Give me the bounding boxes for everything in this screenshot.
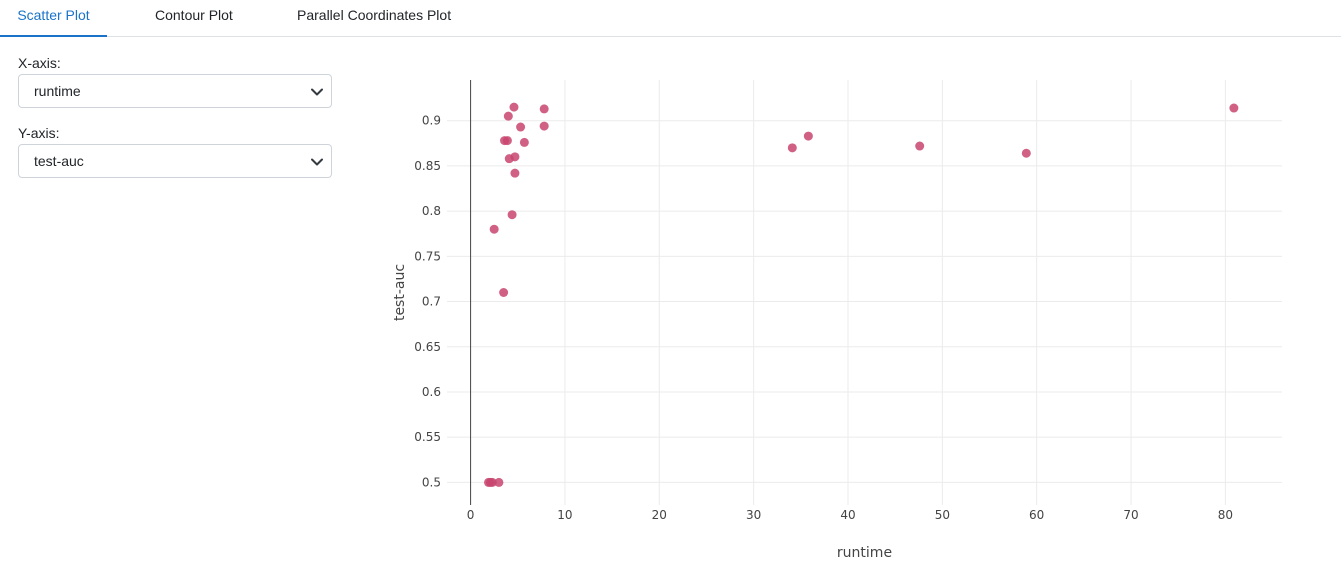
data-point	[510, 168, 520, 178]
data-point	[489, 224, 499, 234]
data-point	[507, 210, 517, 220]
grid-lines	[447, 80, 1282, 505]
x-axis-title: runtime	[837, 545, 892, 561]
data-point	[1021, 148, 1031, 158]
plot-type-tabs: Scatter Plot Contour Plot Parallel Coord…	[0, 0, 1341, 37]
data-point	[487, 477, 497, 487]
data-point	[504, 154, 514, 164]
data-point	[494, 477, 504, 487]
data-point	[502, 136, 512, 146]
y-tick-label: 0.55	[414, 430, 441, 444]
y-axis-select[interactable]: test-auc	[18, 144, 332, 178]
x-tick-label: 20	[652, 508, 667, 522]
x-axis-label: X-axis:	[18, 55, 61, 71]
x-tick-label: 30	[746, 508, 761, 522]
data-point	[539, 121, 549, 131]
data-point	[787, 143, 797, 153]
x-tick-label: 0	[467, 508, 475, 522]
y-tick-label: 0.6	[422, 385, 441, 399]
y-axis-selected-value: test-auc	[34, 153, 84, 169]
y-tick-label: 0.5	[422, 475, 441, 489]
y-tick-label: 0.7	[422, 295, 441, 309]
data-point	[516, 122, 526, 132]
tab-scatter-plot[interactable]: Scatter Plot	[0, 0, 107, 37]
y-tick-label: 0.85	[414, 159, 441, 173]
tab-contour-plot[interactable]: Contour Plot	[155, 7, 233, 23]
y-tick-label: 0.65	[414, 340, 441, 354]
y-tick-label: 0.9	[422, 114, 441, 128]
data-point	[519, 137, 529, 147]
data-point	[915, 141, 925, 151]
x-tick-label: 40	[840, 508, 855, 522]
data-point	[539, 104, 549, 114]
x-axis-selected-value: runtime	[34, 83, 81, 99]
data-point	[1229, 103, 1239, 113]
x-tick-label: 70	[1123, 508, 1138, 522]
data-point	[499, 288, 509, 297]
data-point	[803, 131, 813, 141]
y-tick-label: 0.8	[422, 204, 441, 218]
data-point	[503, 111, 513, 121]
x-axis-select[interactable]: runtime	[18, 74, 332, 108]
chevron-down-icon	[311, 88, 323, 96]
data-points	[484, 102, 1239, 487]
data-point	[509, 102, 519, 112]
tab-parallel-coordinates-plot[interactable]: Parallel Coordinates Plot	[297, 7, 452, 23]
x-tick-label: 80	[1218, 508, 1233, 522]
axes: 0 10 20 30 40 50 60 70 80 0.5 0.55 0.6 0.65 0.7 0.75 0.…	[414, 80, 1233, 522]
x-tick-label: 60	[1029, 508, 1044, 522]
x-tick-label: 10	[557, 508, 572, 522]
x-tick-label: 50	[935, 508, 950, 522]
y-axis-label: Y-axis:	[18, 125, 60, 141]
y-tick-label: 0.75	[414, 249, 441, 263]
y-axis-title: test-auc	[392, 264, 408, 321]
chevron-down-icon	[311, 158, 323, 166]
